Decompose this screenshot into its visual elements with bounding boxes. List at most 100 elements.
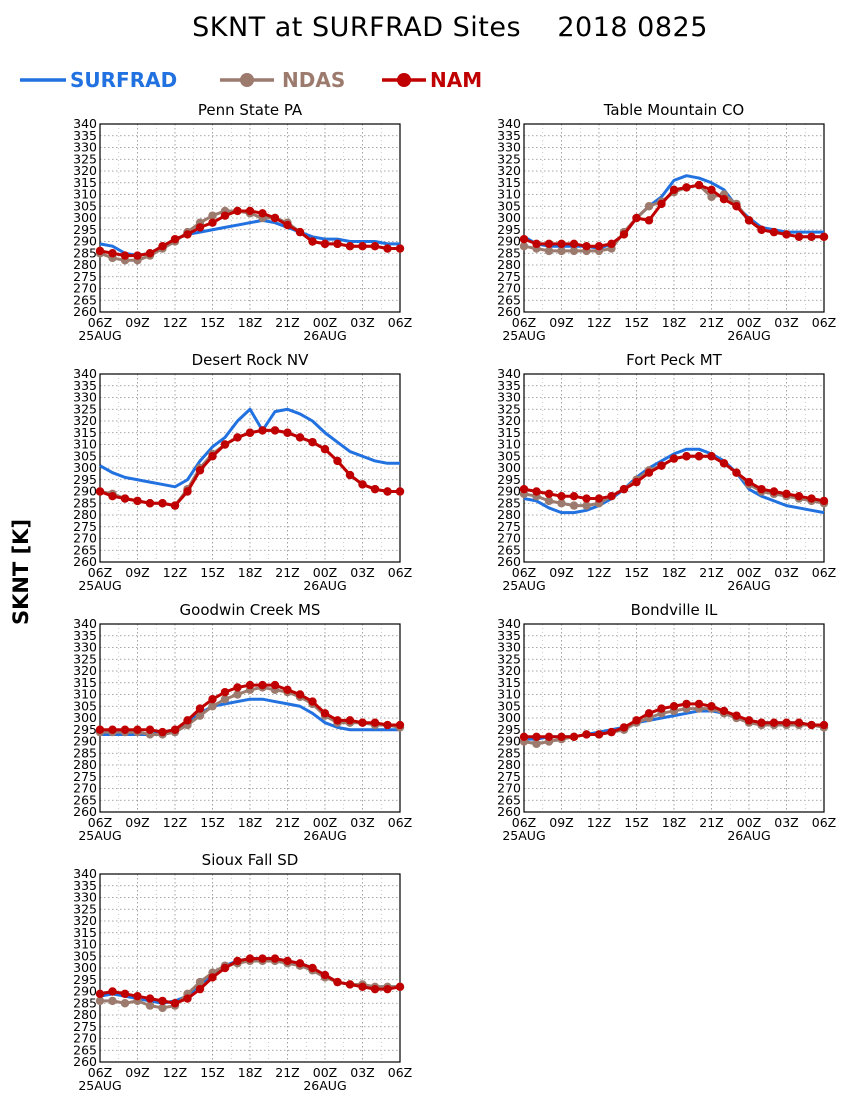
y-tick-label: 295 [497, 722, 521, 737]
y-tick-label: 300 [73, 710, 97, 725]
data-point-ndas [519, 242, 529, 251]
series-nam [95, 426, 405, 510]
data-point-ndas [707, 192, 716, 202]
y-tick-label: 260 [73, 304, 97, 319]
data-point-nam [669, 454, 679, 463]
y-tick-label: 330 [73, 890, 97, 905]
data-point-nam [245, 206, 255, 216]
data-point-nam [183, 487, 192, 496]
y-tick-label: 285 [73, 745, 97, 760]
panel-bondville-il: Bondville IL2602652702752802852902953003… [497, 601, 836, 843]
x-tick-label: 00Z [313, 1065, 337, 1080]
data-point-nam [95, 246, 105, 256]
y-tick-label: 310 [73, 437, 97, 452]
x-tick-label: 15Z [200, 1065, 224, 1080]
data-point-nam [395, 487, 405, 496]
y-tick-label: 265 [497, 292, 521, 307]
data-point-nam [308, 437, 317, 447]
y-tick-label: 305 [73, 448, 97, 463]
data-point-nam [370, 984, 380, 994]
data-point-nam [807, 720, 816, 730]
data-point-nam [694, 180, 704, 190]
data-point-nam [145, 994, 155, 1003]
data-point-nam [195, 704, 205, 713]
data-point-nam [233, 433, 242, 442]
y-tick-label: 285 [497, 745, 521, 760]
y-tick-label: 275 [73, 269, 97, 284]
data-point-nam [320, 709, 330, 718]
panel-table-mountain-co: Table Mountain CO 26026527027528028529029… [497, 101, 836, 343]
data-point-nam [744, 216, 754, 225]
data-point-nam [183, 716, 192, 725]
date-label: 25AUG [78, 1078, 121, 1093]
y-tick-label: 295 [73, 972, 97, 987]
data-point-nam [158, 996, 167, 1006]
y-tick-label: 265 [497, 542, 521, 557]
y-tick-label: 305 [73, 948, 97, 963]
data-point-nam [270, 680, 280, 690]
data-point-nam [769, 718, 779, 727]
y-tick-label: 340 [73, 116, 97, 131]
y-tick-label: 290 [497, 234, 521, 249]
data-point-nam [383, 720, 392, 730]
y-tick-label: 330 [497, 640, 521, 655]
data-point-nam [544, 489, 554, 499]
data-point-ndas [195, 977, 205, 987]
series-surfrad [99, 218, 400, 258]
y-tick-label: 280 [73, 257, 97, 272]
data-point-nam [220, 687, 230, 697]
data-point-nam [133, 496, 142, 506]
data-point-nam [819, 232, 829, 241]
y-tick-label: 340 [497, 366, 521, 381]
x-tick-label: 18Z [238, 565, 262, 580]
y-tick-label: 340 [73, 866, 97, 881]
y-tick-label: 290 [73, 984, 97, 999]
y-tick-label: 315 [497, 175, 521, 190]
panel-title: Fort Peck MT [626, 351, 722, 369]
data-point-nam [732, 202, 741, 211]
y-tick-label: 300 [497, 710, 521, 725]
data-point-nam [657, 461, 666, 470]
data-point-nam [532, 239, 541, 249]
y-tick-label: 325 [497, 401, 521, 416]
data-point-ndas [544, 496, 554, 506]
data-point-nam [657, 199, 666, 209]
y-tick-label: 260 [73, 1054, 97, 1069]
y-tick-label: 290 [73, 734, 97, 749]
data-point-nam [258, 426, 267, 435]
series-line-surfrad [523, 447, 825, 515]
data-point-nam [208, 695, 217, 704]
x-tick-label: 03Z [774, 815, 798, 830]
panel-title: Bondville IL [631, 601, 718, 619]
y-tick-label: 265 [73, 1042, 97, 1057]
data-point-nam [619, 484, 629, 494]
data-point-nam [569, 239, 579, 249]
data-point-nam [744, 716, 754, 725]
data-point-nam [519, 484, 529, 494]
data-point-nam [582, 242, 591, 251]
data-point-nam [682, 699, 691, 709]
y-tick-label: 265 [73, 292, 97, 307]
y-tick-label: 340 [497, 116, 521, 131]
data-point-nam [757, 484, 766, 494]
y-tick-label: 330 [497, 390, 521, 405]
data-point-nam [170, 234, 180, 244]
data-point-nam [308, 697, 317, 706]
series-surfrad [523, 447, 825, 515]
data-point-nam [544, 239, 554, 249]
series-nam [95, 954, 405, 1008]
data-point-ndas [208, 211, 217, 220]
y-tick-label: 300 [73, 210, 97, 225]
y-tick-label: 315 [73, 675, 97, 690]
y-tick-label: 295 [73, 222, 97, 237]
data-point-nam [707, 452, 716, 461]
y-tick-label: 310 [497, 187, 521, 202]
data-point-ndas [544, 246, 554, 256]
y-tick-label: 285 [73, 245, 97, 260]
legend-line-ndas [220, 73, 274, 87]
x-tick-label: 06Z [388, 565, 412, 580]
x-tick-label: 21Z [275, 315, 299, 330]
x-tick-label: 00Z [313, 565, 337, 580]
data-point-nam [694, 452, 704, 461]
series-line-nam [99, 957, 401, 1005]
